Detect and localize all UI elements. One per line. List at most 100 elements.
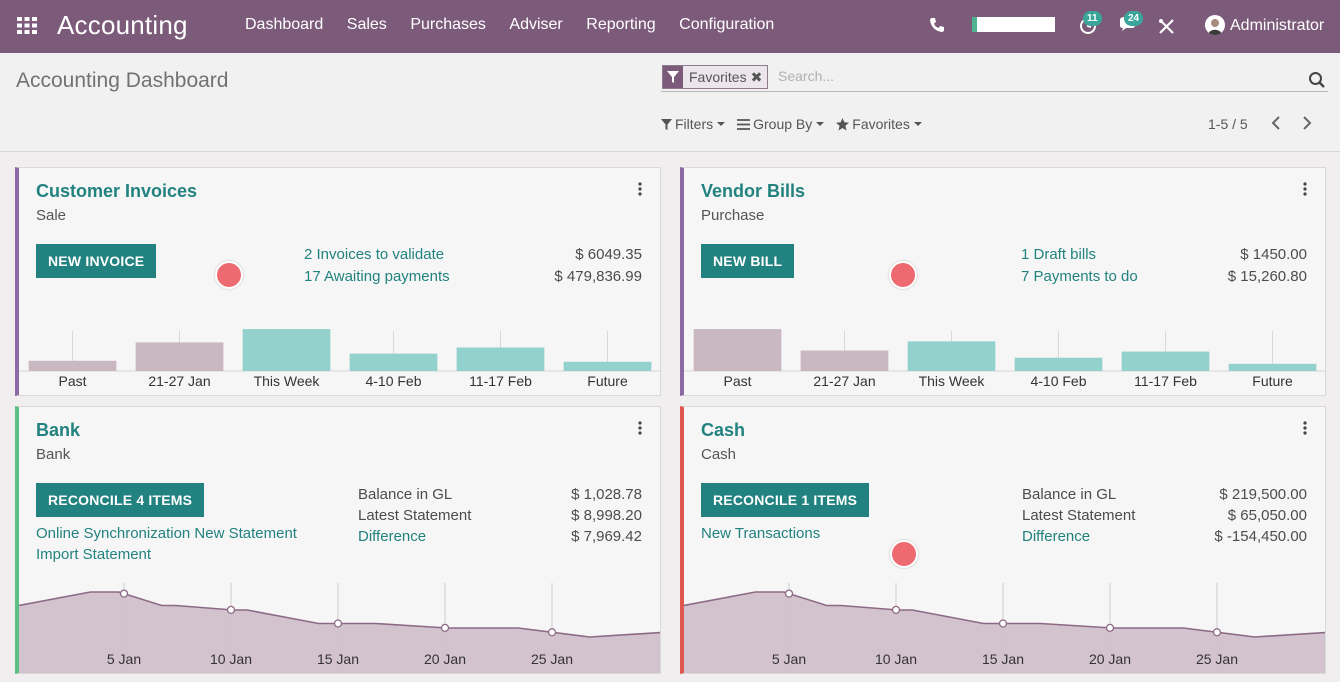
kebab-menu-icon[interactable] xyxy=(1303,421,1307,435)
menu-item-configuration[interactable]: Configuration xyxy=(679,16,775,33)
search-icon[interactable] xyxy=(1308,71,1326,89)
chart-bar xyxy=(907,341,996,371)
favorites-dropdown[interactable]: Favorites xyxy=(836,116,922,132)
online-sync-link[interactable]: Online Synchronization New Statement xyxy=(36,525,297,542)
bills-bar-chart[interactable]: Past 21-27 Jan This Week 4-10 Feb 11-17 Feb F… xyxy=(684,323,1326,393)
chart-bar xyxy=(1014,357,1103,371)
chart-tick-label: 5 Jan xyxy=(107,651,141,667)
favorites-label: Favorites xyxy=(852,116,910,132)
user-avatar[interactable] xyxy=(1205,15,1225,35)
latest-statement-label: Latest Statement xyxy=(358,507,472,524)
star-icon xyxy=(836,117,850,130)
chart-tick-label: 20 Jan xyxy=(1089,651,1131,667)
control-panel: Accounting Dashboard Favorites ✖ Filters… xyxy=(0,53,1340,152)
card-subtitle: Cash xyxy=(701,446,737,463)
chart-line xyxy=(19,591,660,638)
card-subtitle: Sale xyxy=(36,207,67,224)
new-bill-button[interactable]: NEW BILL xyxy=(701,244,795,278)
chart-tick-label: 15 Jan xyxy=(982,651,1024,667)
group-by-dropdown[interactable]: Group By xyxy=(737,116,825,132)
payments-to-do-link[interactable]: 7 Payments to do xyxy=(1021,268,1138,285)
card-title[interactable]: Cash xyxy=(701,420,746,440)
filters-dropdown[interactable]: Filters xyxy=(661,116,726,132)
card-subtitle: Bank xyxy=(36,446,71,463)
chart-tick-label: 21-27 Jan xyxy=(148,373,210,389)
new-transactions-link[interactable]: New Transactions xyxy=(701,525,821,542)
filter-icon xyxy=(663,66,683,88)
difference-amount: $ -154,450.00 xyxy=(1214,528,1307,545)
search-input[interactable] xyxy=(778,68,1298,84)
balance-gl-amount: $ 1,028.78 xyxy=(571,486,642,503)
journal-card-bank: Bank Bank RECONCILE 4 ITEMS Online Synch… xyxy=(15,406,661,674)
latest-statement-amount: $ 8,998.20 xyxy=(571,507,642,524)
chevron-right-icon[interactable] xyxy=(1300,114,1314,132)
page-title: Accounting Dashboard xyxy=(16,69,229,92)
draft-bills-amount: $ 1450.00 xyxy=(1240,246,1307,263)
card-title[interactable]: Vendor Bills xyxy=(701,181,806,201)
import-statement-link[interactable]: Import Statement xyxy=(36,546,152,563)
payments-to-do-amount: $ 15,260.80 xyxy=(1227,268,1307,285)
card-title[interactable]: Bank xyxy=(36,420,81,440)
awaiting-payments-link[interactable]: 17 Awaiting payments xyxy=(304,268,450,285)
chart-tick-label: 21-27 Jan xyxy=(813,373,875,389)
chart-tick-label: Future xyxy=(587,373,628,389)
top-navbar: Accounting Dashboard Sales Purchases Adv… xyxy=(0,0,1340,53)
chart-point xyxy=(998,619,1008,628)
kebab-menu-icon[interactable] xyxy=(1303,182,1307,196)
menu-item-sales[interactable]: Sales xyxy=(346,16,387,33)
chart-bar xyxy=(1228,363,1317,371)
invoices-to-validate-link[interactable]: 2 Invoices to validate xyxy=(304,246,445,263)
new-invoice-button[interactable]: NEW INVOICE xyxy=(36,244,157,278)
chart-point xyxy=(784,589,794,598)
chart-point xyxy=(1105,623,1115,633)
reconcile-button[interactable]: RECONCILE 4 ITEMS xyxy=(36,483,205,517)
chart-point xyxy=(119,589,129,598)
balance-gl-label: Balance in GL xyxy=(358,486,453,503)
chart-tick-label: 25 Jan xyxy=(531,651,573,667)
chart-line xyxy=(684,591,1325,638)
click-marker xyxy=(890,540,918,568)
chart-tick-label: Future xyxy=(1252,373,1293,389)
debug-tools-icon[interactable] xyxy=(1158,18,1175,35)
list-icon xyxy=(737,118,751,130)
app-title[interactable]: Accounting xyxy=(57,10,188,40)
menu-item-dashboard[interactable]: Dashboard xyxy=(245,16,324,33)
facet-remove-icon[interactable]: ✖ xyxy=(750,69,763,85)
user-menu-name[interactable]: Administrator xyxy=(1230,17,1325,34)
chart-tick-label: 25 Jan xyxy=(1196,651,1238,667)
main-menu: Dashboard Sales Purchases Adviser Report… xyxy=(245,16,798,34)
bank-line-chart[interactable]: 5 Jan 10 Jan 15 Jan 20 Jan 25 Jan xyxy=(19,573,661,673)
apps-grid-icon[interactable] xyxy=(17,17,37,34)
chart-point xyxy=(440,623,450,633)
menu-item-purchases[interactable]: Purchases xyxy=(410,16,486,33)
card-title[interactable]: Customer Invoices xyxy=(36,181,198,201)
kebab-menu-icon[interactable] xyxy=(638,182,642,196)
chart-tick-label: 5 Jan xyxy=(772,651,806,667)
journal-card-cash: Cash Cash RECONCILE 1 ITEMS New Transact… xyxy=(680,406,1326,674)
cash-line-chart[interactable]: 5 Jan 10 Jan 15 Jan 20 Jan 25 Jan xyxy=(684,573,1326,673)
card-subtitle: Purchase xyxy=(701,207,765,224)
difference-link[interactable]: Difference xyxy=(1022,528,1091,545)
chart-tick-label: 15 Jan xyxy=(317,651,359,667)
chart-point xyxy=(1212,628,1222,637)
phone-icon[interactable] xyxy=(929,17,945,33)
balance-gl-amount: $ 219,500.00 xyxy=(1219,486,1307,503)
draft-bills-link[interactable]: 1 Draft bills xyxy=(1021,246,1097,263)
chart-bar xyxy=(563,361,652,371)
menu-item-reporting[interactable]: Reporting xyxy=(586,16,656,33)
chart-point xyxy=(333,619,343,628)
balance-gl-label: Balance in GL xyxy=(1022,486,1117,503)
chart-tick-label: This Week xyxy=(919,373,986,389)
chart-area xyxy=(684,592,1325,673)
reconcile-button[interactable]: RECONCILE 1 ITEMS xyxy=(701,483,870,517)
chart-tick-label: 11-17 Feb xyxy=(1134,373,1197,389)
chart-point xyxy=(891,605,901,614)
search-facet-favorites[interactable]: Favorites ✖ xyxy=(662,65,769,89)
kebab-menu-icon[interactable] xyxy=(638,421,642,435)
menu-item-adviser[interactable]: Adviser xyxy=(509,16,563,33)
difference-link[interactable]: Difference xyxy=(358,528,427,545)
chevron-left-icon[interactable] xyxy=(1269,114,1283,132)
pager-value[interactable]: 1-5 / 5 xyxy=(1208,116,1248,132)
messages-badge: 24 xyxy=(1124,11,1144,26)
invoices-bar-chart[interactable]: Past 21-27 Jan This Week 4-10 Feb 11-17 Feb F… xyxy=(19,323,661,393)
